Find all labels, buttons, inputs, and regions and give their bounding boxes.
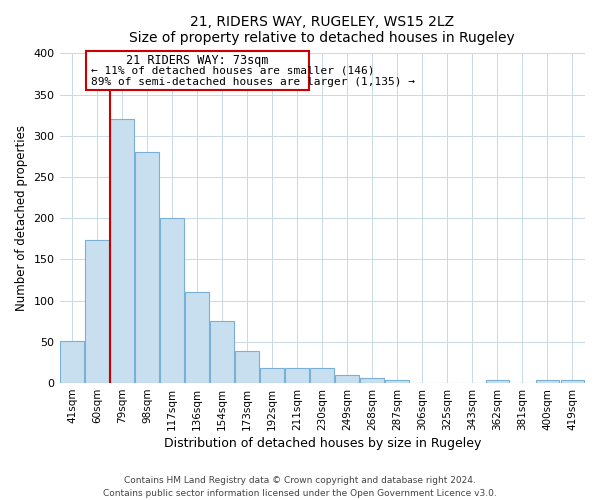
Bar — [235, 351, 259, 383]
Bar — [385, 380, 409, 383]
Title: 21, RIDERS WAY, RUGELEY, WS15 2LZ
Size of property relative to detached houses i: 21, RIDERS WAY, RUGELEY, WS15 2LZ Size o… — [130, 15, 515, 45]
Text: ← 11% of detached houses are smaller (146): ← 11% of detached houses are smaller (14… — [91, 66, 374, 76]
Bar — [310, 368, 334, 383]
FancyBboxPatch shape — [86, 51, 308, 90]
Bar — [485, 380, 509, 383]
Bar — [210, 321, 234, 383]
Bar — [361, 378, 384, 383]
Text: Contains HM Land Registry data © Crown copyright and database right 2024.
Contai: Contains HM Land Registry data © Crown c… — [103, 476, 497, 498]
Text: 21 RIDERS WAY: 73sqm: 21 RIDERS WAY: 73sqm — [126, 54, 268, 67]
Bar — [560, 380, 584, 383]
Y-axis label: Number of detached properties: Number of detached properties — [15, 125, 28, 311]
Bar — [185, 292, 209, 383]
Bar — [110, 120, 134, 383]
Text: 89% of semi-detached houses are larger (1,135) →: 89% of semi-detached houses are larger (… — [91, 77, 415, 87]
Bar — [335, 375, 359, 383]
Bar — [160, 218, 184, 383]
Bar — [60, 341, 84, 383]
Bar — [536, 380, 559, 383]
Bar — [286, 368, 309, 383]
Bar — [135, 152, 159, 383]
X-axis label: Distribution of detached houses by size in Rugeley: Distribution of detached houses by size … — [164, 437, 481, 450]
Bar — [260, 368, 284, 383]
Bar — [85, 240, 109, 383]
